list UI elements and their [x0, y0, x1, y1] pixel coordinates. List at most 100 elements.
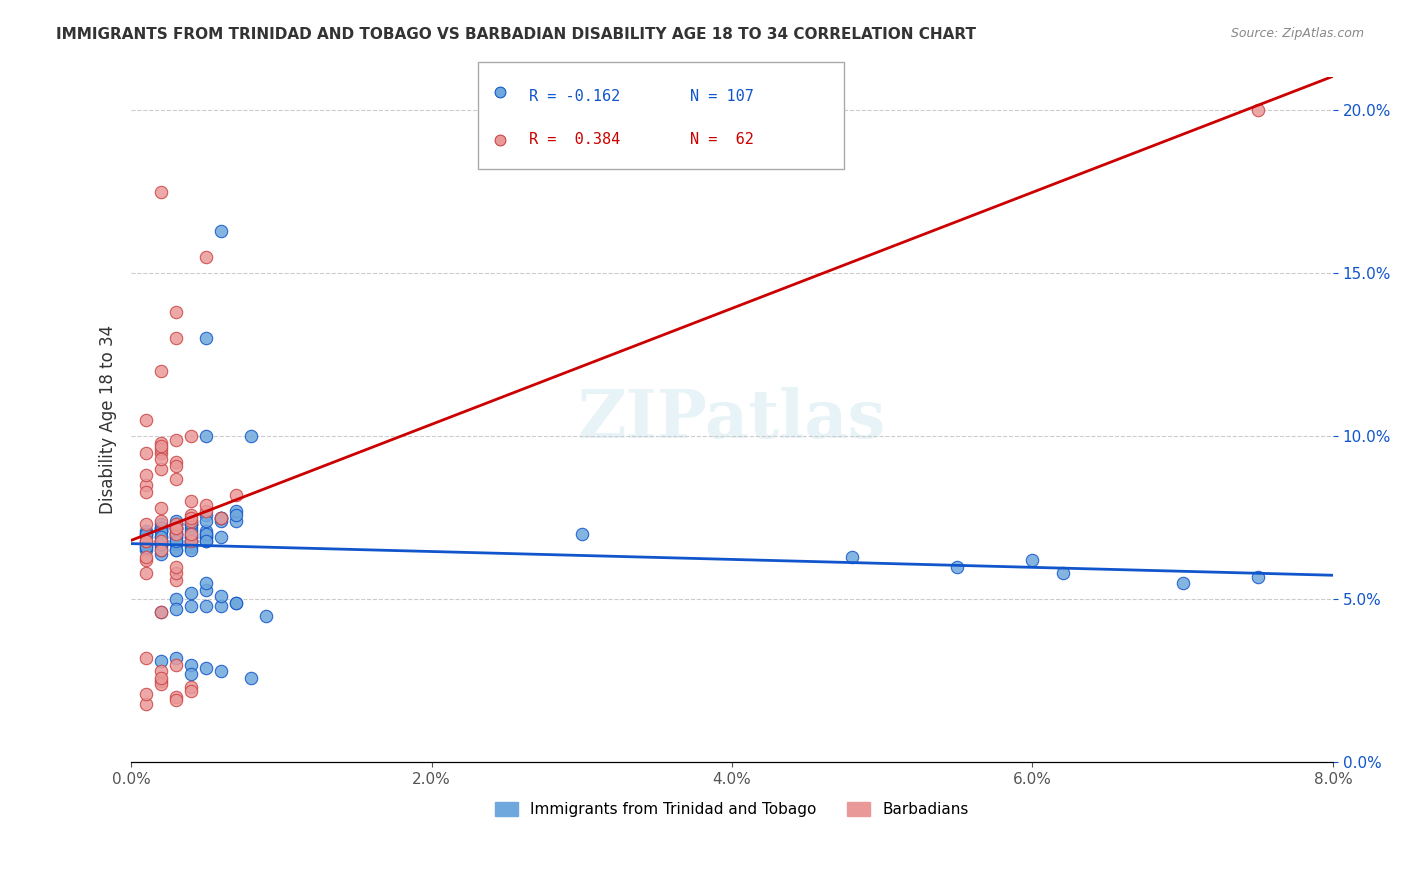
Point — [180, 494, 202, 508]
Point — [165, 533, 187, 548]
Point — [571, 527, 593, 541]
Point — [180, 514, 202, 528]
Point — [841, 549, 863, 564]
Point — [180, 520, 202, 534]
Point — [135, 484, 157, 499]
Point — [165, 433, 187, 447]
Y-axis label: Disability Age 18 to 34: Disability Age 18 to 34 — [100, 326, 117, 515]
Point — [180, 533, 202, 548]
Point — [1052, 566, 1074, 581]
Point — [150, 540, 173, 554]
Point — [165, 592, 187, 607]
Point — [195, 331, 218, 345]
Point — [180, 517, 202, 532]
Point — [195, 504, 218, 518]
Text: N =  62: N = 62 — [690, 132, 754, 147]
Point — [180, 599, 202, 613]
Point — [180, 683, 202, 698]
Point — [1247, 103, 1270, 117]
Point — [150, 537, 173, 551]
Point — [165, 520, 187, 534]
Point — [180, 533, 202, 548]
Point — [209, 589, 232, 603]
Point — [150, 654, 173, 668]
Point — [150, 530, 173, 544]
Point — [135, 478, 157, 492]
Text: Source: ZipAtlas.com: Source: ZipAtlas.com — [1230, 27, 1364, 40]
Point — [165, 305, 187, 319]
Point — [135, 530, 157, 544]
Point — [135, 549, 157, 564]
Point — [225, 596, 247, 610]
Point — [180, 657, 202, 672]
Point — [165, 517, 187, 532]
Point — [180, 533, 202, 548]
Point — [150, 520, 173, 534]
Point — [209, 510, 232, 524]
Point — [165, 543, 187, 558]
Point — [165, 657, 187, 672]
Point — [135, 413, 157, 427]
FancyBboxPatch shape — [478, 62, 844, 169]
Point — [165, 527, 187, 541]
Point — [150, 185, 173, 199]
Text: IMMIGRANTS FROM TRINIDAD AND TOBAGO VS BARBADIAN DISABILITY AGE 18 TO 34 CORRELA: IMMIGRANTS FROM TRINIDAD AND TOBAGO VS B… — [56, 27, 976, 42]
Point — [150, 606, 173, 620]
Point — [180, 524, 202, 538]
Point — [150, 543, 173, 558]
Point — [180, 527, 202, 541]
Point — [150, 664, 173, 678]
Point — [165, 566, 187, 581]
Point — [1171, 576, 1194, 591]
Text: N = 107: N = 107 — [690, 89, 754, 104]
Point — [195, 530, 218, 544]
Point — [195, 582, 218, 597]
Point — [150, 524, 173, 538]
Point — [225, 488, 247, 502]
Point — [150, 442, 173, 457]
Point — [209, 514, 232, 528]
Point — [195, 429, 218, 443]
Point — [165, 559, 187, 574]
Point — [135, 537, 157, 551]
Point — [165, 455, 187, 469]
Point — [135, 651, 157, 665]
Point — [180, 537, 202, 551]
Point — [150, 673, 173, 688]
Point — [135, 533, 157, 548]
Point — [165, 537, 187, 551]
Point — [225, 504, 247, 518]
Point — [150, 520, 173, 534]
Point — [180, 530, 202, 544]
Point — [209, 510, 232, 524]
Point — [150, 520, 173, 534]
Point — [150, 677, 173, 691]
Point — [195, 533, 218, 548]
Point — [180, 540, 202, 554]
Point — [165, 517, 187, 532]
Point — [180, 681, 202, 695]
Point — [180, 667, 202, 681]
Point — [946, 559, 969, 574]
Text: R =  0.384: R = 0.384 — [529, 132, 620, 147]
Point — [195, 576, 218, 591]
Point — [150, 524, 173, 538]
Point — [165, 517, 187, 532]
Point — [1247, 569, 1270, 583]
Point — [209, 510, 232, 524]
Point — [165, 690, 187, 705]
Point — [195, 530, 218, 544]
Point — [150, 671, 173, 685]
Point — [165, 573, 187, 587]
Point — [135, 517, 157, 532]
Point — [165, 520, 187, 534]
Point — [135, 527, 157, 541]
Point — [150, 462, 173, 476]
Point — [209, 530, 232, 544]
Point — [209, 510, 232, 524]
Point — [135, 697, 157, 711]
Point — [165, 602, 187, 616]
Point — [165, 530, 187, 544]
Point — [165, 520, 187, 534]
Point — [165, 517, 187, 532]
